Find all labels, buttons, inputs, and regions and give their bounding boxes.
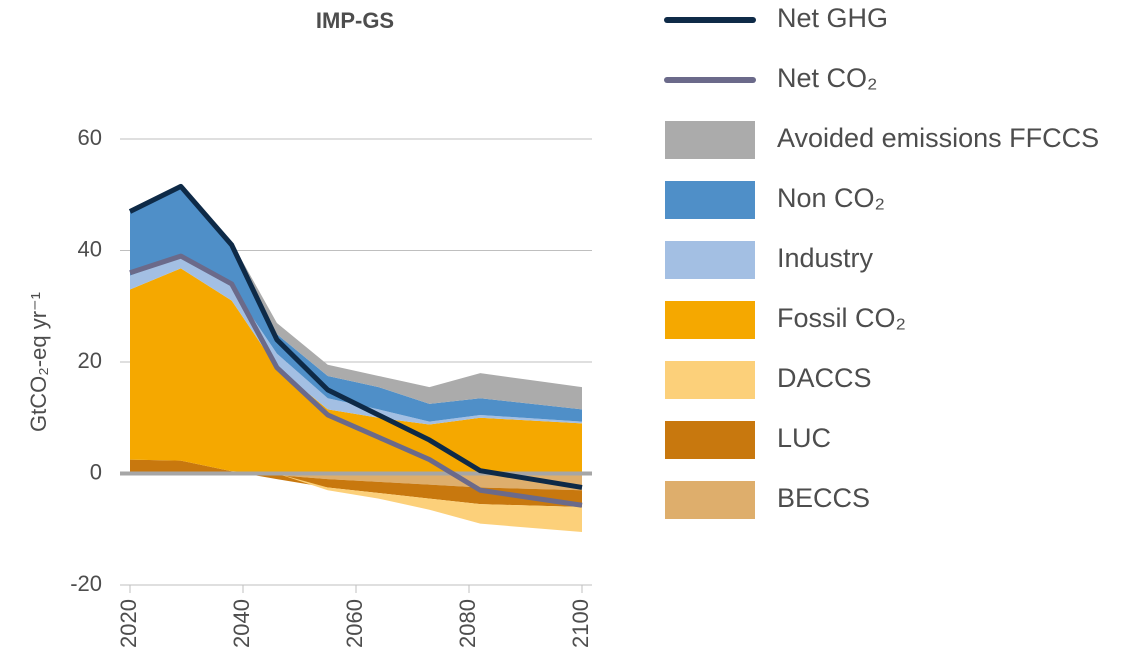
chart-title: IMP-GS xyxy=(316,8,394,33)
y-tick-label: 20 xyxy=(78,348,102,373)
legend-swatch xyxy=(665,301,755,339)
line xyxy=(128,183,583,490)
y-tick-label: 40 xyxy=(78,236,102,261)
legend-label: Industry xyxy=(777,243,874,273)
legend-label: Fossil CO₂ xyxy=(777,303,906,333)
area xyxy=(130,459,582,507)
area xyxy=(130,187,582,422)
y-tick-label: 0 xyxy=(90,459,102,484)
y-axis-label: GtCO₂-eq yr⁻¹ xyxy=(26,292,51,432)
x-tick-label: 2040 xyxy=(229,599,254,648)
legend-label: Net GHG xyxy=(777,3,888,33)
x-tick-label: 2080 xyxy=(455,599,480,648)
area xyxy=(130,268,582,474)
y-tick-label: 60 xyxy=(78,125,102,150)
legend-swatch xyxy=(665,421,755,459)
legend-label: Net CO₂ xyxy=(777,63,878,93)
legend-label: Avoided emissions FFCCS xyxy=(777,123,1099,153)
x-tick-label: 2020 xyxy=(116,599,141,648)
x-tick-label: 2100 xyxy=(568,599,593,648)
area xyxy=(130,187,582,410)
legend-swatch xyxy=(665,361,755,399)
legend-swatch xyxy=(665,481,755,519)
legend-swatch xyxy=(665,181,755,219)
x-tick-label: 2060 xyxy=(342,599,367,648)
legend-label: LUC xyxy=(777,423,831,453)
line xyxy=(129,253,583,508)
area xyxy=(130,459,582,533)
legend-label: DACCS xyxy=(777,363,872,393)
legend-swatch xyxy=(665,241,755,279)
legend-label: Non CO₂ xyxy=(777,183,885,213)
y-tick-label: -20 xyxy=(70,571,102,596)
legend-swatch xyxy=(665,121,755,159)
legend-label: BECCS xyxy=(777,483,870,513)
